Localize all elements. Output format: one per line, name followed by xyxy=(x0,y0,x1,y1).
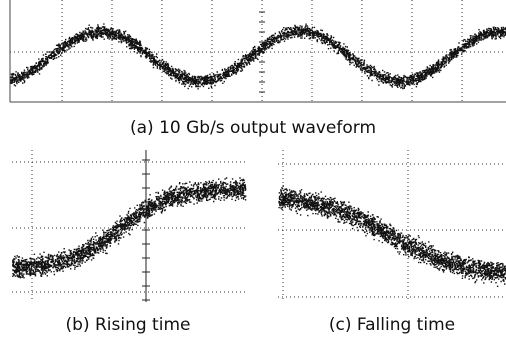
caption: (a) 10 Gb/s output waveform xyxy=(130,118,376,138)
waveform-trace xyxy=(12,177,246,278)
page: (a) 10 Gb/s output waveform (b) Rising t… xyxy=(0,0,506,338)
caption: (c) Falling time xyxy=(329,315,455,335)
panel-c-grid xyxy=(278,150,506,300)
figure: (a) 10 Gb/s output waveform (b) Rising t… xyxy=(0,0,506,338)
waveform-trace xyxy=(10,23,506,89)
caption: (b) Rising time xyxy=(66,315,191,335)
waveform-trace xyxy=(278,185,506,287)
